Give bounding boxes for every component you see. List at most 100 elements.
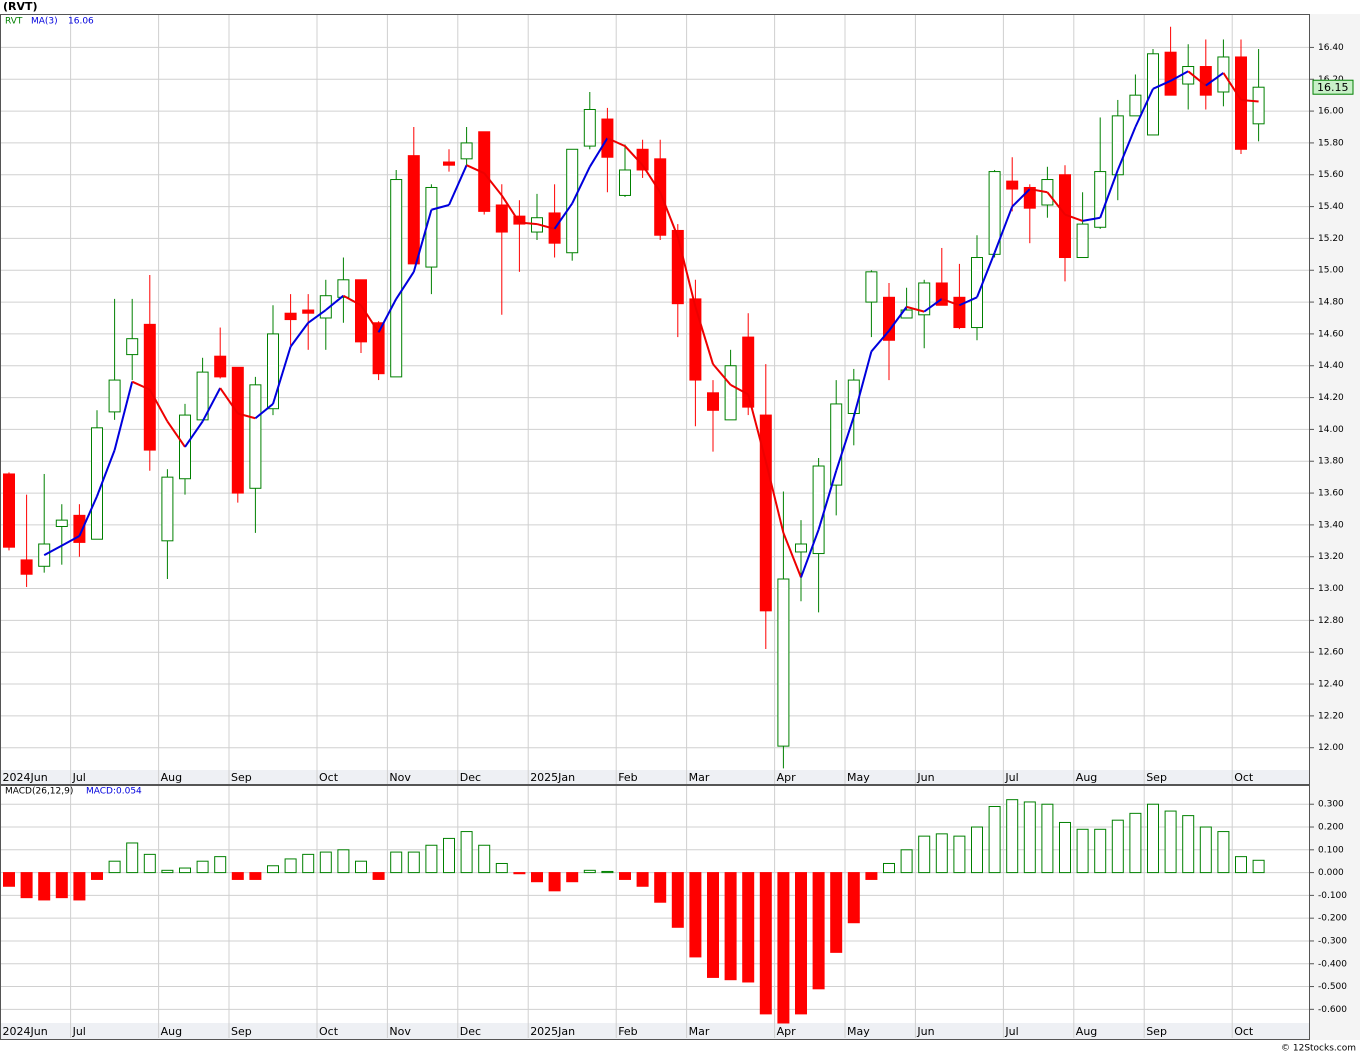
macd-bar — [1217, 831, 1230, 874]
y-tick-label: 12.20 — [1318, 711, 1344, 721]
ma-segment — [993, 206, 1014, 254]
ma-segment — [694, 306, 714, 365]
x-axis-strip — [0, 1023, 1310, 1040]
macd-bar — [38, 872, 51, 901]
candle-body — [231, 366, 244, 494]
candle-body — [795, 543, 807, 553]
y-tick-label: 15.00 — [1318, 266, 1344, 276]
macd-bar — [1182, 815, 1195, 874]
ma-segment — [870, 330, 890, 353]
ma-segment — [395, 271, 415, 300]
macd-bar — [566, 872, 579, 883]
y-tick-label: 0.000 — [1318, 868, 1344, 878]
candle-body — [707, 392, 719, 411]
y-tick-label: -0.200 — [1318, 914, 1347, 924]
ma-segment — [1116, 126, 1137, 171]
x-tick-label: Jul — [1004, 771, 1018, 784]
ma-segment — [852, 351, 873, 417]
ma-segment — [43, 544, 63, 557]
ma-segment — [817, 470, 838, 530]
candle-body — [1129, 94, 1142, 117]
macd-bar — [513, 872, 526, 875]
candle-body — [337, 279, 350, 298]
y-tick-label: -0.500 — [1318, 982, 1347, 992]
x-axis-strip — [0, 770, 1310, 785]
ma-segment — [483, 172, 503, 197]
panel-title: MACD(26,12,9) — [5, 787, 73, 797]
macd-bar — [988, 806, 1001, 874]
ma-segment — [1187, 70, 1207, 87]
macd-bar — [460, 831, 473, 874]
macd-bar — [91, 872, 103, 880]
candle-body — [1111, 115, 1124, 176]
y-tick-label: 13.80 — [1318, 457, 1344, 467]
ma-segment — [676, 236, 697, 308]
ma-segment — [96, 449, 116, 497]
ma-segment — [289, 322, 310, 348]
y-tick-label: 15.60 — [1318, 170, 1344, 180]
x-tick-label: Apr — [777, 771, 797, 784]
macd-bar — [214, 856, 227, 874]
last-price-label: 16.15 — [1317, 81, 1349, 94]
candle-body — [407, 155, 420, 265]
macd-bar — [3, 872, 15, 887]
macd-bar — [531, 872, 543, 883]
candle-body — [619, 169, 631, 196]
macd-bar — [196, 860, 209, 874]
ma-segment — [325, 294, 345, 311]
macd-bar — [425, 844, 438, 874]
candle-body — [918, 282, 931, 316]
ma-segment — [588, 137, 609, 168]
y-tick-label: -0.600 — [1318, 1005, 1347, 1015]
y-tick-label: 13.40 — [1318, 520, 1344, 530]
axis-background — [1310, 14, 1360, 1040]
ma-segment — [1011, 188, 1031, 208]
y-tick-label: 0.300 — [1318, 800, 1344, 810]
legend-value: 16.06 — [68, 17, 94, 27]
y-tick-label: 16.40 — [1318, 43, 1344, 53]
x-tick-label: Sep — [231, 1025, 252, 1038]
x-tick-label: Feb — [618, 1025, 637, 1038]
ma-segment — [131, 380, 151, 391]
candle-body — [372, 322, 385, 375]
ma-segment — [412, 209, 433, 273]
candle-body — [161, 476, 174, 542]
y-tick-label: 14.60 — [1318, 329, 1344, 339]
ma-segment — [61, 535, 80, 547]
candle-body — [108, 379, 121, 413]
macd-bar — [548, 872, 561, 892]
macd-bar — [865, 872, 878, 880]
candle-body — [583, 108, 596, 147]
macd-bar — [73, 872, 86, 901]
x-tick-label: Aug — [161, 771, 182, 784]
x-tick-label: May — [847, 1025, 870, 1038]
ma-segment — [1170, 70, 1189, 82]
ma-segment — [747, 394, 767, 462]
macd-bar — [284, 858, 297, 874]
macd-bar — [55, 872, 68, 899]
candle-body — [566, 148, 579, 254]
ma-segment — [519, 221, 538, 226]
candle-body — [355, 279, 367, 343]
ma-segment — [1099, 169, 1119, 219]
ma-segment — [606, 137, 626, 148]
ma-segment — [342, 294, 362, 307]
macd-bar — [179, 867, 191, 874]
macd-bar — [654, 872, 667, 903]
macd-bar — [337, 849, 350, 874]
x-tick-label: Nov — [389, 771, 411, 784]
y-tick-label: 14.20 — [1318, 393, 1344, 403]
ma-segment — [835, 416, 855, 472]
ma-segment — [1152, 79, 1172, 90]
candle-body — [55, 519, 68, 527]
macd-bar — [671, 872, 684, 928]
macd-bar — [1235, 856, 1247, 874]
ma-segment — [571, 166, 591, 204]
candle-body — [460, 142, 473, 160]
candle-body — [865, 271, 878, 303]
x-tick-label: Jun — [916, 1025, 934, 1038]
macd-bar — [443, 837, 455, 874]
macd-bar — [636, 872, 649, 887]
x-tick-label: Aug — [1076, 1025, 1097, 1038]
ma-segment — [237, 412, 256, 420]
